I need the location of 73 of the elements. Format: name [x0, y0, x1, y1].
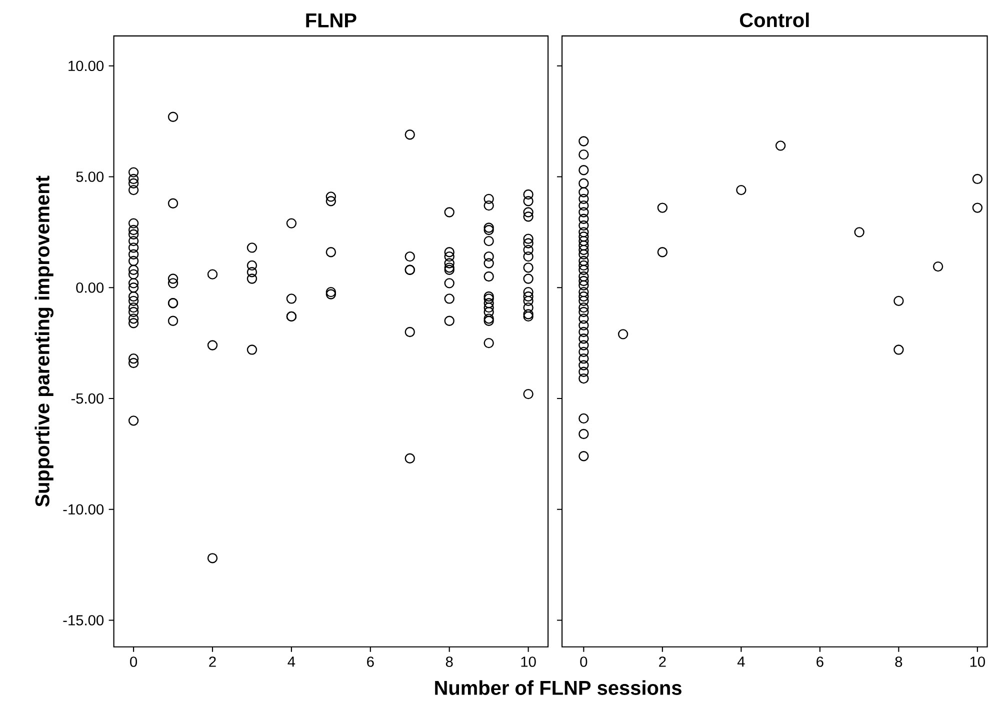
- point: [578, 292, 589, 302]
- y-tick-label: 5.00: [76, 172, 104, 182]
- point: [578, 187, 589, 198]
- point: [578, 302, 589, 313]
- x-tick-label: 2: [659, 656, 666, 667]
- point: [578, 260, 589, 271]
- point: [578, 256, 589, 266]
- point: [578, 207, 589, 218]
- x-tick-label: 10: [521, 656, 536, 668]
- y-axis-title: Supportive parenting improvement: [34, 176, 54, 507]
- point: [894, 344, 904, 355]
- point: [578, 280, 589, 291]
- point: [578, 307, 589, 318]
- y-tick-label: 0.00: [76, 282, 104, 293]
- point: [578, 327, 589, 338]
- x-tick-label: 10: [970, 656, 985, 668]
- point: [578, 366, 589, 378]
- point: [578, 287, 589, 298]
- point: [736, 185, 746, 196]
- chart-title: Control: [740, 12, 809, 28]
- point: [578, 413, 589, 424]
- y-tick-label: -10.00: [63, 504, 104, 515]
- point: [578, 227, 589, 238]
- point: [932, 262, 944, 272]
- x-tick-label: 2: [209, 656, 216, 667]
- x-tick-label: 8: [895, 656, 902, 668]
- point: [578, 374, 589, 384]
- point: [854, 227, 864, 238]
- point: [578, 236, 589, 246]
- point: [894, 296, 904, 306]
- x-tick-label: 8: [446, 656, 453, 668]
- point: [657, 247, 668, 258]
- y-tick-label: 10.00: [68, 60, 104, 72]
- x-axis-title: Number of FLNP sessions: [435, 680, 682, 696]
- point: [775, 140, 786, 151]
- point: [578, 136, 589, 147]
- point: [657, 202, 668, 214]
- point: [578, 314, 589, 324]
- point: [578, 232, 589, 242]
- point: [578, 249, 589, 260]
- point: [972, 174, 983, 184]
- point: [578, 451, 589, 462]
- point: [578, 178, 589, 189]
- point: [578, 200, 589, 211]
- point: [578, 320, 589, 331]
- x-tick-label: 0: [130, 656, 138, 668]
- point: [578, 214, 589, 224]
- point: [578, 165, 589, 176]
- point: [578, 334, 589, 344]
- point: [618, 329, 628, 340]
- x-tick-label: 6: [367, 656, 374, 668]
- point: [578, 276, 589, 286]
- y-tick-label: -15.00: [63, 615, 104, 626]
- point: [578, 150, 589, 160]
- x-tick-label: 0: [580, 656, 588, 668]
- point: [578, 194, 589, 204]
- point: [578, 272, 589, 282]
- y-tick-label: -5.00: [71, 393, 104, 404]
- point: [578, 360, 589, 370]
- x-tick-label: 4: [737, 656, 745, 667]
- point: [578, 429, 589, 440]
- x-tick-label: 4: [288, 656, 296, 667]
- point: [578, 220, 589, 231]
- point: [578, 340, 589, 351]
- point: [578, 296, 589, 306]
- point: [578, 264, 589, 276]
- point: [578, 240, 589, 251]
- point: [578, 346, 589, 358]
- point: [578, 244, 589, 256]
- x-tick-label: 6: [816, 656, 824, 668]
- chart-title: FLNP: [306, 14, 356, 28]
- point: [578, 354, 589, 364]
- point: [972, 202, 983, 214]
